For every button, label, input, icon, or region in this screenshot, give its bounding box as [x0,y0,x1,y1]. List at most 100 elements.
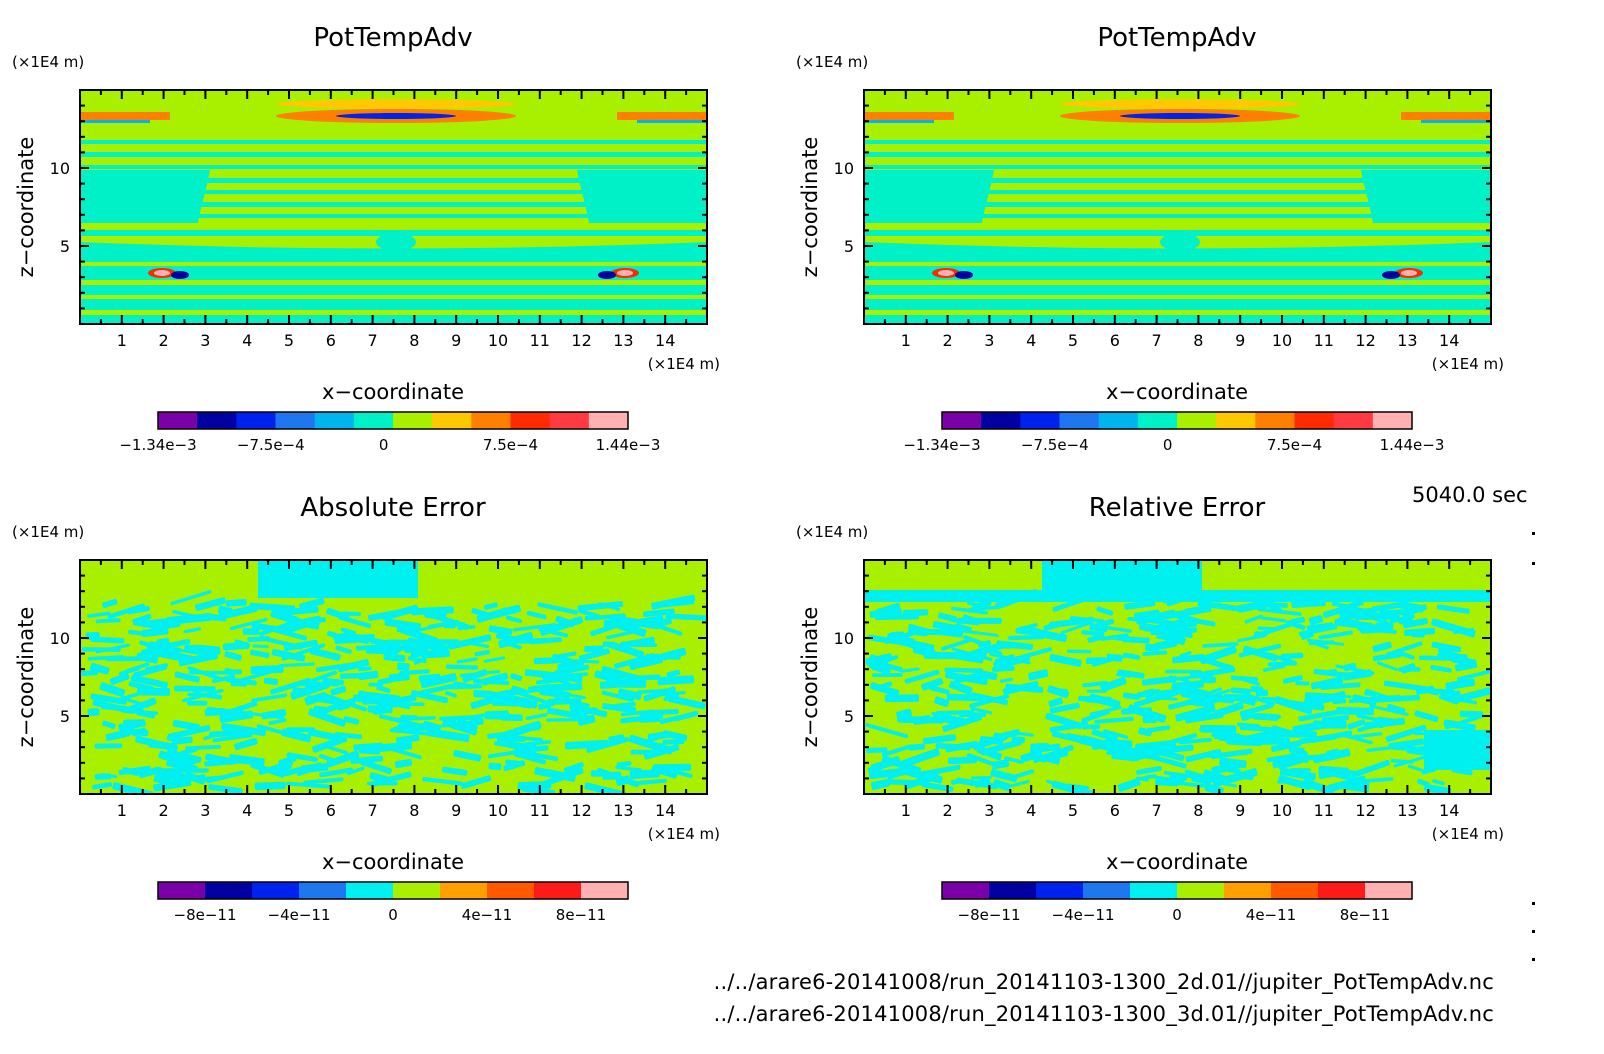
field-lens [864,120,934,123]
field-blob [474,649,490,657]
field-blob [941,638,972,651]
field-blob [1376,661,1399,671]
field-blob [880,662,904,672]
field-blob [1262,664,1286,672]
field-blob [456,657,478,664]
field-blob [439,714,481,721]
field-blob [487,730,518,739]
field-blob [514,745,549,754]
field-blob [379,714,420,728]
field-blob [1292,718,1339,734]
field-blob [1443,719,1476,732]
x-tick-label: 3 [984,331,994,350]
field-blob [256,724,289,736]
field-blob [901,748,940,768]
colorbar-label: 4e−11 [462,906,512,924]
field-blob [1175,704,1216,722]
field-blob [393,694,417,705]
field-blob [394,758,413,769]
field-blob [1351,732,1383,739]
field-blob [1123,652,1141,660]
field-blob [1178,737,1212,745]
field-blob [259,619,299,636]
field-blob [1239,724,1273,733]
field-blob [340,627,357,635]
field-blob [673,769,693,778]
field-blob [80,669,99,677]
field-blob [184,644,200,652]
field-blob [460,775,492,789]
field-blob [85,632,100,640]
field-blob [107,704,144,714]
field-blob [1369,704,1409,716]
field-blob [141,627,169,637]
field-blob [396,734,420,744]
field-blob [947,756,978,765]
field-blob [901,667,920,673]
field-blob [87,611,111,618]
field-blob [534,767,576,782]
field-blob [970,706,993,715]
colorbar-label: −7.5e−4 [237,436,305,454]
field-blob [261,709,287,720]
field-band [80,280,707,285]
colorbar-swatch [1059,412,1100,429]
colorbar-label: 0 [388,906,398,924]
field-band [80,214,707,218]
colorbar-swatch [236,412,276,429]
colorbar-label: 0 [379,436,389,454]
field-blob [130,674,168,689]
field-blob [194,597,226,611]
field-blob [638,708,679,716]
x-tick-label: 8 [409,331,419,350]
field-blob [1200,676,1216,684]
field-blob [1387,703,1406,714]
field-blob [922,734,957,745]
field-blob [1214,701,1244,717]
field-blob [1078,695,1112,703]
field-blob [90,693,127,705]
field-blob [1320,682,1361,690]
field-blob [1425,730,1456,739]
field-blob [1226,735,1249,743]
field-blob [989,652,1031,665]
field-blob [1274,696,1313,715]
field-blob [1165,669,1202,674]
field-blob [1146,725,1171,733]
field-band [80,295,707,299]
field-blob [1081,629,1105,637]
field-blob [1175,680,1204,690]
field-blob [1158,609,1176,619]
field-blob [866,747,888,754]
field-blob [1244,693,1275,706]
field-blob [1326,748,1340,758]
field-blob [1307,638,1345,646]
colorbar-frame [157,881,629,900]
x-tick-label: 12 [1355,801,1375,820]
field-blob [94,743,123,749]
field-blob [1117,669,1145,679]
colorbar-swatch [393,412,433,429]
field-blob [606,630,633,640]
chart-title: PotTempAdv [313,23,472,53]
field-blob [561,658,600,664]
field-band [864,202,1491,207]
field-band [80,165,707,169]
field-blob [355,644,392,651]
field-blob [492,698,527,707]
field-blob [360,759,393,775]
x-tick-label: 8 [1193,801,1203,820]
field-blob [594,670,621,684]
field-blob [974,777,991,788]
colorbar-swatch [549,412,590,429]
x-tick-label: 3 [984,801,994,820]
field-blob [942,714,982,732]
field-blob [1016,623,1038,632]
field-blob [1310,676,1344,690]
x-tick-label: 7 [368,801,378,820]
y-unit-label: (×1E4 m) [12,53,84,71]
x-tick-label: 9 [1235,331,1245,350]
field-blob [343,716,360,725]
colorbar-frame [157,411,629,430]
field-blob [884,631,914,644]
